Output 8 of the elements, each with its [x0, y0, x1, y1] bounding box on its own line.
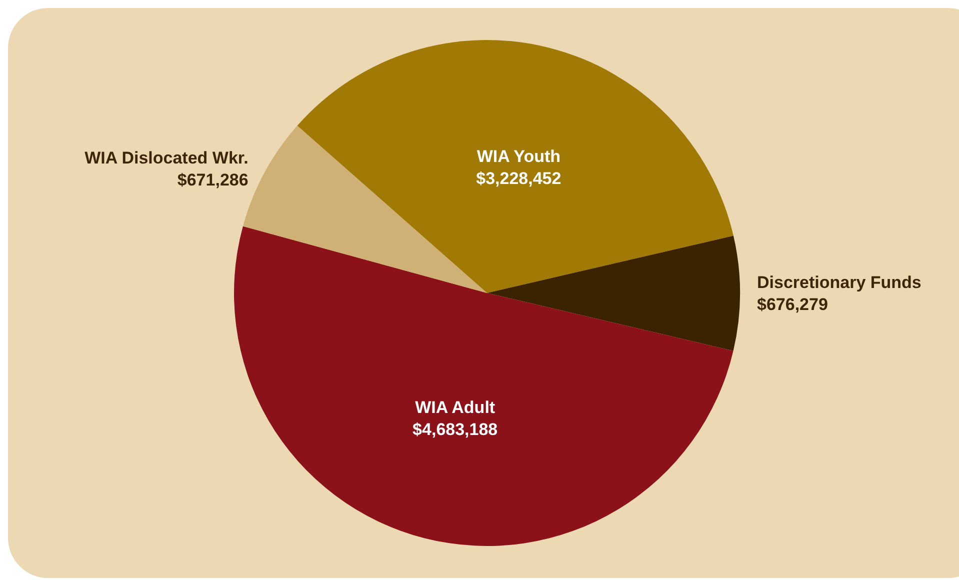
- slice-label: WIA Youth: [476, 146, 561, 166]
- data-label: $676,279: [757, 294, 828, 314]
- slice-label: WIA Adult: [415, 398, 496, 418]
- slice-label: Discretionary Funds: [757, 272, 922, 292]
- data-label: $4,683,188: [412, 420, 498, 440]
- data-label: $3,228,452: [476, 168, 562, 188]
- slice-label: WIA Dislocated Wkr.: [84, 148, 248, 168]
- data-label: $671,286: [177, 170, 248, 190]
